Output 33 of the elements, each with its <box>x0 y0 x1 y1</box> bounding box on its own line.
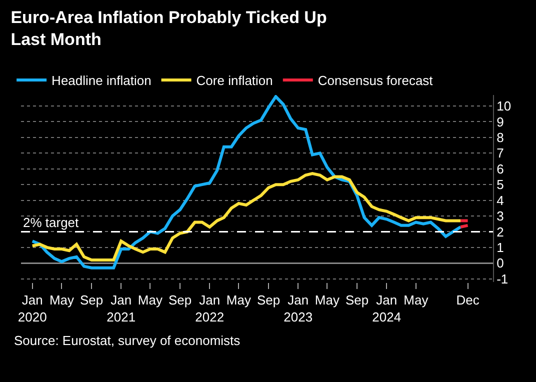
x-tick-label: May <box>138 292 163 308</box>
legend-label: Core inflation <box>196 73 273 88</box>
x-tick-label: Sep <box>345 292 369 308</box>
x-tick-label: May <box>404 292 429 308</box>
y-tick-label: 3 <box>496 208 504 224</box>
y-tick-label: 8 <box>496 130 504 145</box>
x-tick-label: Jan 2024 <box>372 292 402 324</box>
x-tick-label: May <box>49 292 75 308</box>
y-tick-label: 6 <box>496 161 504 176</box>
y-tick-label: 2 <box>496 224 504 240</box>
x-tick-label: Jan 2023 <box>284 292 313 324</box>
legend-label: Consensus forecast <box>318 73 434 88</box>
chart-title: Euro-Area Inflation Probably Ticked Up Last Month <box>10 8 327 50</box>
y-tick-label: 10 <box>496 98 512 114</box>
x-tick-label: May <box>226 292 252 308</box>
y-tick-label: -1 <box>496 271 508 286</box>
y-tick-label: 4 <box>496 192 504 208</box>
x-tick-label: Jan 2021 <box>106 292 136 324</box>
x-tick-label: Sep <box>168 292 192 308</box>
x-tick-label: Dec <box>456 292 480 308</box>
x-tick-label: Sep <box>80 292 104 308</box>
legend-label: Headline inflation <box>52 73 152 88</box>
y-tick-label: 5 <box>496 177 504 192</box>
x-tick-label: Jan 2022 <box>195 292 224 324</box>
ref-line-label: 2% target <box>23 215 80 230</box>
x-tick-label: May <box>314 292 340 308</box>
y-tick-label: 0 <box>496 256 504 271</box>
x-tick-label: Sep <box>256 292 280 308</box>
source-note: Source: Eurostat, survey of economists <box>14 333 241 348</box>
y-tick-label: 9 <box>496 114 504 130</box>
y-tick-label: 7 <box>496 146 504 161</box>
x-tick-label: Jan 2020 <box>18 292 47 324</box>
y-tick-label: 1 <box>496 240 504 255</box>
